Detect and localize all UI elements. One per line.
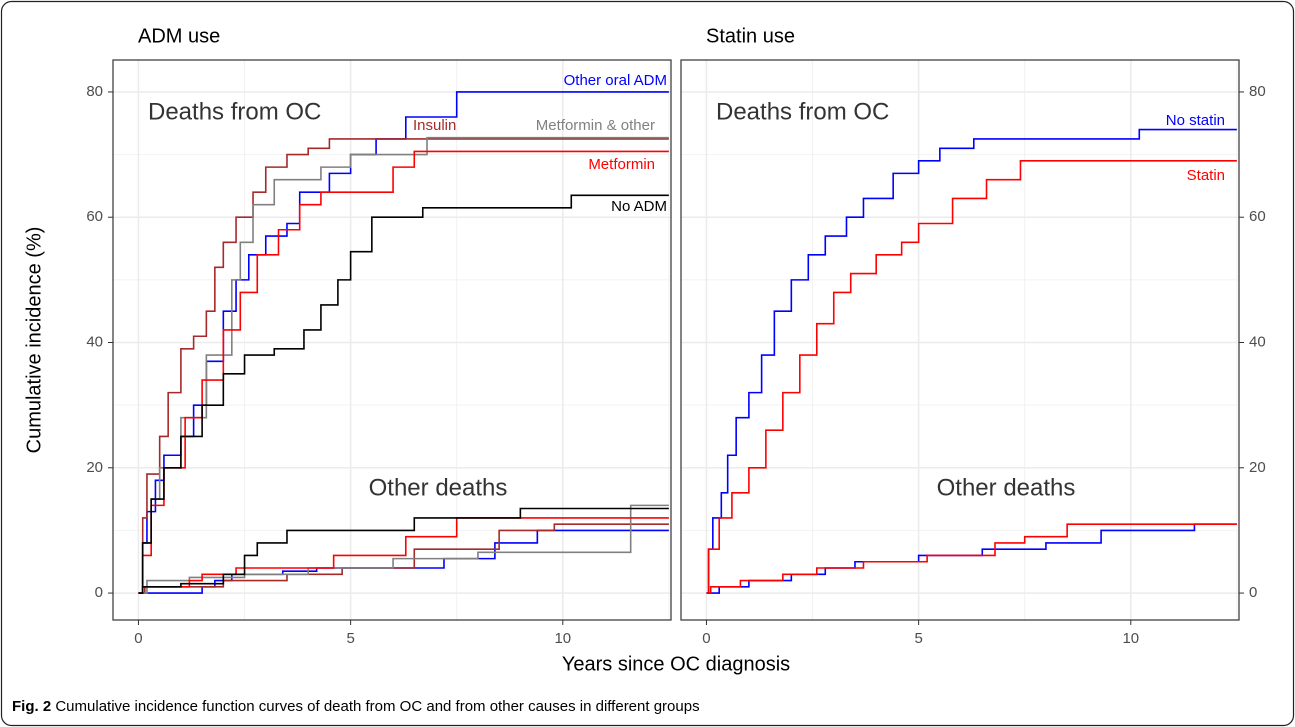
y-tick-label: 0 <box>95 584 103 601</box>
y-tick-label: 60 <box>86 208 103 225</box>
caption: Fig. 2 Cumulative incidence function cur… <box>12 698 700 715</box>
y-tick-label: 40 <box>86 333 103 350</box>
x-tick-label: 10 <box>1122 630 1139 647</box>
panel-title: Statin use <box>706 25 795 47</box>
annotation: Other deaths <box>937 474 1076 501</box>
panel-background <box>113 60 671 620</box>
y-tick-label: 80 <box>86 83 103 100</box>
y-tick-label: 40 <box>1249 333 1266 350</box>
x-tick-label: 5 <box>914 630 922 647</box>
series-line <box>138 507 669 594</box>
y-tick-label: 20 <box>86 459 103 476</box>
panel-border <box>112 59 672 621</box>
series-line <box>706 128 1237 594</box>
annotation: Other deaths <box>369 474 508 501</box>
x-axis-label: Years since OC diagnosis <box>562 653 790 675</box>
y-tick-label: 80 <box>1249 83 1266 100</box>
series-label: Statin <box>1187 167 1225 184</box>
series-line <box>706 523 1237 594</box>
panel-title: ADM use <box>138 25 220 47</box>
series-line <box>138 194 669 594</box>
series-label: Other oral ADM <box>564 72 667 89</box>
x-tick-label: 0 <box>702 630 710 647</box>
y-tick-label: 0 <box>1249 584 1257 601</box>
series-label: No statin <box>1166 112 1225 129</box>
series-line <box>138 150 669 594</box>
y-tick-label: 20 <box>1249 459 1266 476</box>
series-label: Metformin <box>588 156 655 173</box>
panel-background <box>681 60 1239 620</box>
series-line <box>138 504 669 594</box>
series-label: Insulin <box>413 117 456 134</box>
caption-label: Fig. 2 <box>12 698 51 715</box>
y-axis-label: Cumulative incidence (%) <box>23 227 45 454</box>
x-tick-label: 5 <box>346 630 354 647</box>
annotation: Deaths from OC <box>716 98 889 125</box>
x-tick-label: 0 <box>134 630 142 647</box>
caption-text: Cumulative incidence function curves of … <box>55 698 699 715</box>
x-tick-label: 10 <box>554 630 571 647</box>
annotation: Deaths from OC <box>148 98 321 125</box>
panel-border <box>680 59 1240 621</box>
y-tick-label: 60 <box>1249 208 1266 225</box>
series-label: No ADM <box>611 198 667 215</box>
series-line <box>706 160 1237 594</box>
series-label: Metformin & other <box>536 117 655 134</box>
